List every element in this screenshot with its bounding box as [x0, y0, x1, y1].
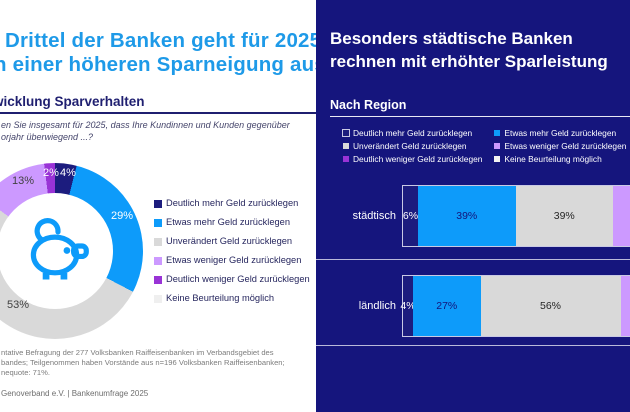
- legend-swatch: [343, 155, 349, 162]
- donut-label: 13%: [12, 175, 35, 187]
- legend-label: Unverändert Geld zurücklegen: [166, 236, 293, 246]
- legend-label: Etwas weniger Geld zurücklegen: [166, 255, 302, 265]
- left-title-line-1: Drittel der Banken geht für 2025: [5, 29, 322, 52]
- donut-label: 4%: [60, 167, 76, 179]
- category-label: ländlich: [358, 300, 396, 312]
- legend-swatch: [343, 129, 349, 136]
- right-heading-underline: [330, 116, 630, 117]
- stacked-bar: 4% 27% 56%: [400, 275, 630, 337]
- piggy-bank-icon: [16, 214, 94, 289]
- legend-label: Etwas weniger Geld zurücklegen: [504, 140, 627, 151]
- category-separator-line: [316, 259, 630, 260]
- legend-swatch: [154, 275, 162, 284]
- legend-label: Etwas mehr Geld zurücklegen: [504, 127, 617, 138]
- bar-row: städtisch 6% 39% 39%: [316, 185, 630, 247]
- donut-chart: 13% 2% 4% 29% 53%: [0, 163, 143, 339]
- legend-item: Keine Beurteilung möglich: [154, 292, 310, 305]
- donut-label: 2%: [43, 167, 59, 179]
- right-section-heading: Nach Region: [330, 98, 407, 112]
- legend-swatch: [154, 237, 162, 246]
- legend-swatch: [154, 294, 162, 303]
- left-section-heading: wicklung Sparverhalten: [0, 94, 145, 109]
- donut-center: [0, 193, 113, 309]
- right-title-line-1: Besonders städtische Banken: [330, 29, 573, 48]
- bar-segment: 39%: [515, 186, 613, 246]
- legend-label: Deutlich weniger Geld zurücklegen: [166, 274, 310, 284]
- bar-segment: 56%: [480, 276, 621, 336]
- legend-item: Etwas mehr Geld zurücklegen: [154, 216, 310, 229]
- bar-segment: 27%: [413, 276, 481, 336]
- legend-swatch: [343, 142, 349, 149]
- survey-question-line-1: en Sie insgesamt für 2025, dass Ihre Kun…: [1, 120, 290, 130]
- legend-item: Deutlich weniger Geld zurücklegen: [343, 152, 482, 165]
- left-title-line-2: n einer höheren Sparneigung aus: [0, 53, 326, 76]
- footnote-line-2: bandes; Teilgenommen haben Vorstände aus…: [1, 358, 285, 367]
- legend-swatch: [494, 142, 501, 149]
- left-panel: Drittel der Banken geht für 2025 n einer…: [0, 29, 326, 398]
- legend-item: Etwas weniger Geld zurücklegen: [154, 254, 310, 267]
- bar-segment: [613, 186, 630, 246]
- source-credit: Genoverband e.V. | Bankenumfrage 2025: [1, 389, 149, 398]
- footnote: ntative Befragung der 277 Volksbanken Ra…: [1, 348, 285, 378]
- bar-row: ländlich 4% 27% 56%: [316, 275, 630, 337]
- footnote-line-1: ntative Befragung der 277 Volksbanken Ra…: [1, 348, 274, 357]
- legend-label: Deutlich mehr Geld zurücklegen: [353, 127, 473, 138]
- legend-item: Keine Beurteilung möglich: [494, 152, 626, 165]
- legend-item: Etwas weniger Geld zurücklegen: [494, 139, 626, 152]
- donut-label: 53%: [7, 299, 30, 311]
- bar-segment: 4%: [400, 276, 416, 336]
- legend-label: Unverändert Geld zurücklegen: [353, 140, 467, 151]
- legend-item: Deutlich weniger Geld zurücklegen: [154, 273, 310, 286]
- category-label: städtisch: [352, 210, 396, 222]
- legend-swatch: [154, 218, 162, 227]
- bar-segment: 39%: [418, 186, 516, 246]
- legend-swatch: [154, 256, 162, 265]
- legend-swatch: [494, 129, 501, 136]
- donut-label: 29%: [111, 210, 134, 222]
- legend-item: Etwas mehr Geld zurücklegen: [494, 126, 626, 139]
- stacked-bar: 6% 39% 39%: [402, 185, 630, 247]
- legend-label: Keine Beurteilung möglich: [166, 293, 275, 303]
- chart-bottom-line: [316, 345, 630, 346]
- left-heading-underline: [0, 112, 316, 114]
- legend-swatch: [494, 155, 501, 162]
- footnote-line-3: nequote: 71%.: [1, 368, 50, 377]
- right-panel: Besonders städtische Banken rechnen mit …: [316, 0, 630, 412]
- legend-label: Etwas mehr Geld zurücklegen: [166, 217, 291, 227]
- legend-label: Deutlich weniger Geld zurücklegen: [353, 153, 483, 164]
- bar-segment: 6%: [403, 186, 418, 246]
- legend-item: Unverändert Geld zurücklegen: [154, 235, 310, 248]
- bar-chart-legend: Deutlich mehr Geld zurücklegen Unveränder…: [343, 126, 626, 165]
- legend-item: Deutlich mehr Geld zurücklegen: [343, 126, 482, 139]
- legend-item: Deutlich mehr Geld zurücklegen: [154, 197, 310, 210]
- legend-item: Unverändert Geld zurücklegen: [343, 139, 482, 152]
- survey-question-line-2: orjahr überwiegend ...?: [1, 132, 94, 142]
- right-title-line-2: rechnen mit erhöhter Sparleistung: [330, 52, 608, 71]
- legend-label: Keine Beurteilung möglich: [504, 153, 602, 164]
- legend-label: Deutlich mehr Geld zurücklegen: [166, 198, 299, 208]
- donut-legend: Deutlich mehr Geld zurücklegen Etwas mehr…: [154, 197, 310, 311]
- legend-swatch: [154, 199, 162, 208]
- bar-segment: [620, 276, 630, 336]
